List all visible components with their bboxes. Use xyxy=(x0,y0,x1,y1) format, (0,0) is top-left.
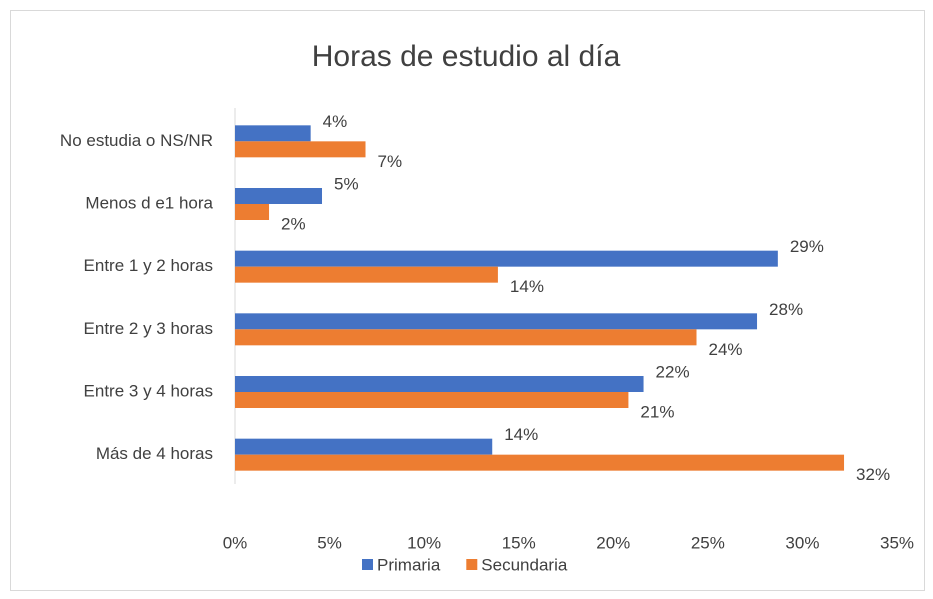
x-tick-label: 15% xyxy=(502,533,536,552)
bar xyxy=(235,204,270,220)
data-label: 28% xyxy=(769,300,803,319)
data-label: 14% xyxy=(510,277,544,296)
x-tick-label: 5% xyxy=(317,533,342,552)
bar xyxy=(235,266,498,283)
x-tick-label: 30% xyxy=(785,533,819,552)
data-label: 7% xyxy=(378,152,403,171)
chart-title: Horas de estudio al día xyxy=(312,40,621,73)
legend-swatch xyxy=(466,559,478,570)
y-tick-label: Menos d e1 hora xyxy=(85,193,213,212)
y-tick-label: Entre 2 y 3 horas xyxy=(84,319,213,338)
y-tick-label: Más de 4 horas xyxy=(96,444,213,463)
x-tick-label: 25% xyxy=(691,533,725,552)
bar xyxy=(235,392,629,408)
bar xyxy=(235,250,778,267)
legend-label: Primaria xyxy=(377,555,441,574)
data-label: 24% xyxy=(709,340,743,359)
y-tick-label: No estudia o NS/NR xyxy=(60,131,213,150)
bar xyxy=(235,125,311,142)
x-tick-label: 0% xyxy=(223,533,248,552)
x-tick-label: 35% xyxy=(880,533,914,552)
bar xyxy=(235,313,758,330)
data-label: 2% xyxy=(281,214,306,233)
chart-border xyxy=(10,10,925,591)
bar xyxy=(235,188,323,204)
data-label: 14% xyxy=(504,425,538,444)
data-label: 22% xyxy=(656,362,690,381)
bar xyxy=(235,376,644,392)
x-tick-label: 10% xyxy=(407,533,441,552)
legend-swatch xyxy=(362,559,373,570)
bar xyxy=(235,438,493,455)
bar xyxy=(235,329,697,346)
data-label: 32% xyxy=(856,465,890,484)
bar xyxy=(235,454,845,471)
legend-label: Secundaria xyxy=(481,555,568,574)
data-label: 5% xyxy=(334,174,359,193)
y-tick-label: Entre 3 y 4 horas xyxy=(84,381,213,400)
data-label: 29% xyxy=(790,237,824,256)
bar xyxy=(235,141,366,158)
y-tick-label: Entre 1 y 2 horas xyxy=(84,256,213,275)
data-label: 21% xyxy=(640,402,674,421)
x-tick-label: 20% xyxy=(596,533,630,552)
data-label: 4% xyxy=(323,112,348,131)
